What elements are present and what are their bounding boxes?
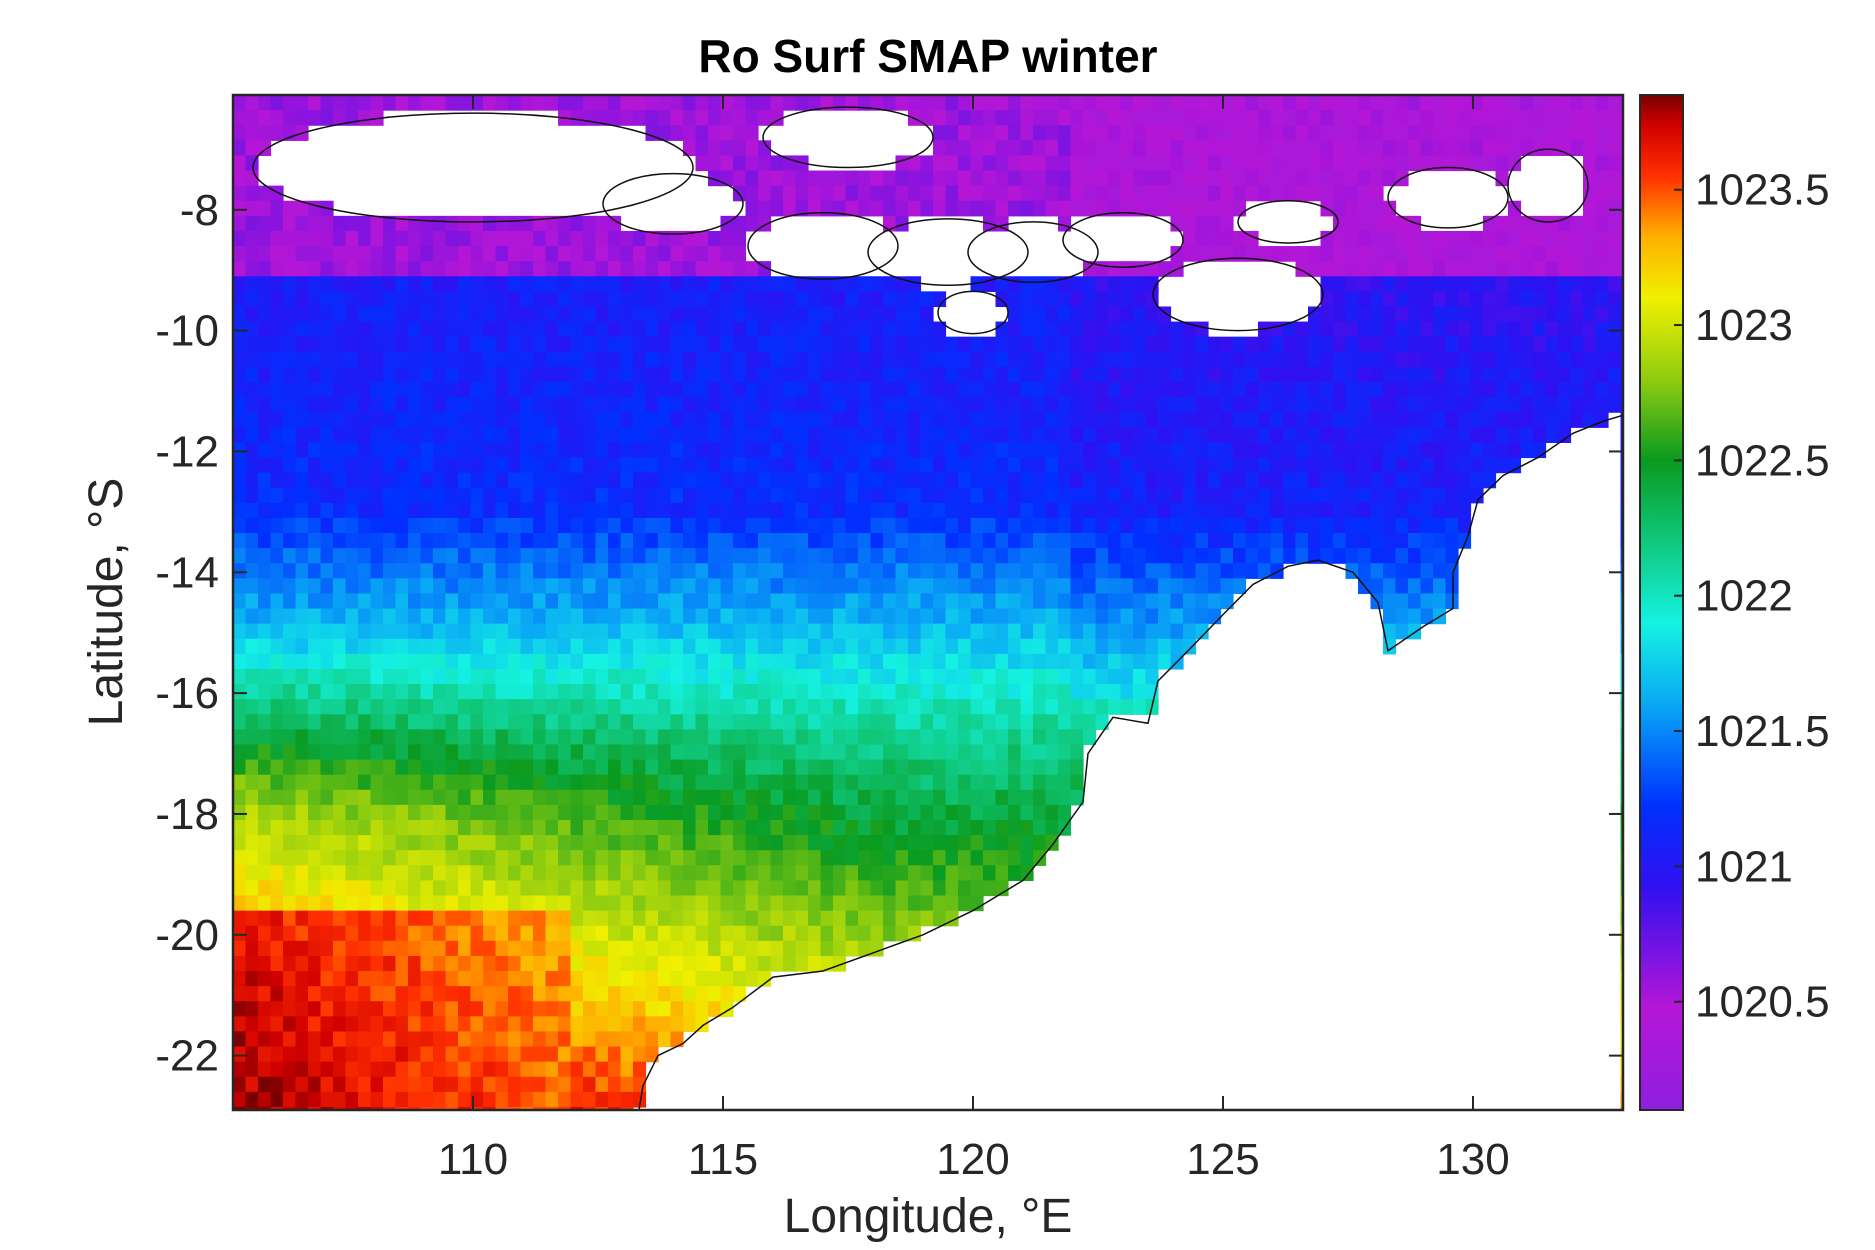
x-axis-ticks: 110 115 120 125 130 [438,95,1510,1184]
x-tick-label: 125 [1186,1135,1259,1184]
colorbar [1639,94,1684,1111]
colorbar-tick-label: 1023 [1695,301,1793,350]
colorbar-tick-label: 1022 [1695,572,1793,621]
y-tick-label: -10 [155,307,219,356]
colorbar-tick-label: 1022.5 [1695,436,1830,485]
plot-frame [231,93,1625,1112]
y-tick-label: -14 [155,548,219,597]
y-tick-label: -16 [155,669,219,718]
coastline [252,106,1623,1110]
x-tick-label: 130 [1436,1135,1509,1184]
heatmap-cells [233,95,1623,1110]
y-tick-label: -12 [155,427,219,476]
colorbar-tick-label: 1023.5 [1695,166,1830,215]
colorbar-tick-label: 1020.5 [1695,978,1830,1027]
y-axis-label: Latitude, °S [80,478,133,727]
y-tick-label: -20 [155,911,219,960]
y-tick-label: -18 [155,790,219,839]
x-tick-label: 120 [936,1135,1009,1184]
chart-title: Ro Surf SMAP winter [698,30,1157,82]
y-axis-ticks: -8 -10 -12 -14 -16 -18 -20 -22 [155,186,1623,1081]
y-tick-label: -22 [155,1032,219,1081]
x-tick-label: 115 [688,1135,758,1184]
colorbar-tick-label: 1021 [1695,842,1793,891]
x-axis-label: Longitude, °E [784,1190,1073,1243]
x-tick-label: 110 [438,1135,508,1184]
y-tick-label: -8 [180,186,219,235]
colorbar-tick-label: 1021.5 [1695,707,1830,756]
colorbar-ticks: 1020.5 1021 1021.5 1022 1022.5 1023 1023.5 [1674,166,1830,1027]
